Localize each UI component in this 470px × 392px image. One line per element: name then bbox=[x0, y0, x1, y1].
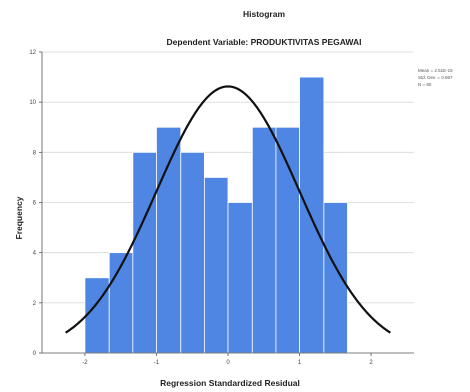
x-axis-label: Regression Standardized Residual bbox=[160, 378, 300, 388]
y-axis-label: Frequency bbox=[14, 196, 24, 239]
histogram-bar-4 bbox=[156, 126, 182, 354]
histogram-bar-8 bbox=[251, 126, 277, 354]
histogram-bar-3 bbox=[132, 151, 157, 354]
histogram-bar-5 bbox=[180, 151, 205, 354]
normal-curve bbox=[65, 85, 391, 334]
histogram-bar-1 bbox=[84, 277, 110, 354]
stats-box: Mean = 2.51E-15 Std. Dev. = 0.987 N = 80 bbox=[418, 68, 453, 87]
y-tick-label-10: 10 bbox=[29, 100, 36, 106]
x-tick-label--2: -2 bbox=[82, 360, 88, 366]
chart-title: Histogram bbox=[243, 9, 285, 19]
y-tick-label-12: 12 bbox=[29, 50, 36, 56]
chart-subtitle: Dependent Variable: PRODUKTIVITAS PEGAWA… bbox=[167, 37, 362, 47]
histogram-bar-10 bbox=[299, 76, 325, 354]
y-tick-label-8: 8 bbox=[33, 150, 37, 156]
y-tick-label-6: 6 bbox=[33, 201, 37, 207]
histogram-bar-6 bbox=[203, 177, 229, 354]
x-tick-label-2: 2 bbox=[369, 360, 373, 366]
histogram-bar-7 bbox=[227, 202, 253, 354]
stat-n: N = 80 bbox=[418, 82, 432, 87]
x-tick-label-1: 1 bbox=[298, 360, 302, 366]
stat-mean: Mean = 2.51E-15 bbox=[418, 68, 453, 73]
y-tick-label-4: 4 bbox=[33, 251, 37, 257]
stat-std-dev: Std. Dev. = 0.987 bbox=[418, 75, 453, 80]
y-tick-label-2: 2 bbox=[33, 301, 37, 307]
x-tick-label-0: 0 bbox=[226, 360, 230, 366]
histogram-bar-11 bbox=[323, 202, 348, 354]
histogram-bar-9 bbox=[275, 126, 300, 354]
y-tick-label-0: 0 bbox=[33, 351, 37, 357]
x-tick-label--1: -1 bbox=[154, 360, 160, 366]
